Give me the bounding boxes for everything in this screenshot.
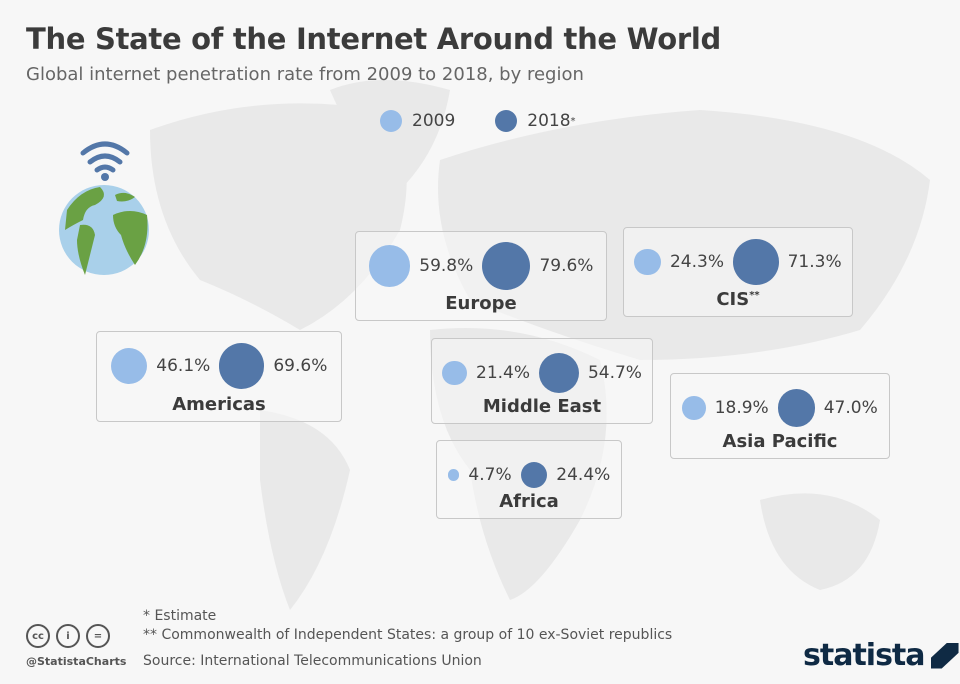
bubble-2009 (110, 347, 148, 385)
value-label-2009: 4.7% (468, 465, 512, 485)
legend-swatch-2018 (495, 110, 518, 132)
region-box-asia-pacific: 18.9% 47.0% Asia Pacific (670, 373, 890, 459)
legend-swatch-2009 (380, 110, 402, 132)
region-name: Middle East (432, 396, 652, 417)
bubble-2009 (442, 360, 467, 386)
bubble-2009 (634, 248, 661, 276)
region-values: 4.7% 24.4% (437, 449, 621, 501)
bubble-2018 (539, 353, 579, 393)
region-name: Africa (437, 491, 621, 512)
legend-label: 2009 (412, 111, 456, 131)
value-label-2009: 46.1% (156, 356, 211, 376)
region-label: Europe (445, 293, 517, 314)
source: Source: International Telecommunications… (143, 653, 482, 669)
region-label: Africa (499, 491, 559, 512)
region-values: 18.9% 47.0% (671, 382, 889, 434)
region-name: CIS** (624, 289, 852, 310)
region-name: Americas (97, 394, 341, 415)
region-box-americas: 46.1% 69.6% Americas (96, 331, 342, 422)
region-name: Europe (356, 293, 606, 314)
nd-icon: = (86, 624, 110, 648)
value-label-2009: 21.4% (476, 363, 531, 383)
region-label: CIS (716, 289, 750, 310)
bubble-2018 (733, 239, 779, 285)
value-label-2018: 24.4% (556, 465, 611, 485)
footnote-cis: ** Commonwealth of Independent States: a… (143, 627, 673, 643)
cc-icon: cc (26, 624, 50, 648)
region-box-middle-east: 21.4% 54.7% Middle East (431, 338, 653, 424)
statista-logo[interactable]: statista (803, 638, 959, 673)
value-label-2009: 59.8% (419, 256, 474, 276)
region-label: Asia Pacific (722, 431, 838, 452)
globe-wifi-icon (59, 141, 149, 275)
region-mark: ** (749, 290, 760, 301)
license-icons: cc i = (26, 624, 110, 648)
region-label: Middle East (482, 396, 602, 417)
legend-item-2009: 2009 (380, 110, 455, 132)
value-label-2009: 24.3% (669, 252, 724, 272)
by-icon: i (56, 624, 80, 648)
region-box-africa: 4.7% 24.4% Africa (436, 440, 622, 519)
region-values: 24.3% 71.3% (624, 236, 852, 288)
footnote-estimate: * Estimate (143, 608, 217, 624)
value-label-2018: 79.6% (539, 256, 594, 276)
logo-mark-icon (930, 642, 959, 669)
bubble-2018 (777, 389, 815, 427)
region-box-europe: 59.8% 79.6% Europe (355, 231, 607, 321)
region-values: 46.1% 69.6% (97, 340, 341, 392)
legend-item-2018: 2018 * (495, 110, 576, 132)
bubble-2009 (682, 396, 706, 420)
bubble-2018 (482, 241, 531, 291)
twitter-handle[interactable]: @StatistaCharts (26, 655, 127, 668)
value-label-2018: 54.7% (587, 363, 642, 383)
region-box-cis: 24.3% 71.3% CIS** (623, 227, 853, 317)
region-name: Asia Pacific (671, 431, 889, 452)
legend: 2009 2018 * (380, 110, 616, 132)
value-label-2018: 47.0% (823, 398, 878, 418)
bubble-2009 (368, 245, 411, 287)
region-values: 21.4% 54.7% (432, 347, 652, 399)
logo-text: statista (803, 638, 926, 673)
bubble-2018 (520, 461, 548, 489)
region-values: 59.8% 79.6% (356, 240, 606, 292)
legend-label: 2018 (527, 111, 571, 131)
value-label-2018: 71.3% (787, 252, 842, 272)
chart-subtitle: Global internet penetration rate from 20… (26, 64, 584, 85)
bubble-2018 (219, 343, 265, 389)
legend-mark: * (570, 115, 576, 127)
region-label: Americas (172, 394, 266, 415)
chart-title: The State of the Internet Around the Wor… (26, 22, 721, 56)
value-label-2009: 18.9% (714, 398, 769, 418)
bubble-2009 (447, 469, 460, 481)
value-label-2018: 69.6% (273, 356, 328, 376)
